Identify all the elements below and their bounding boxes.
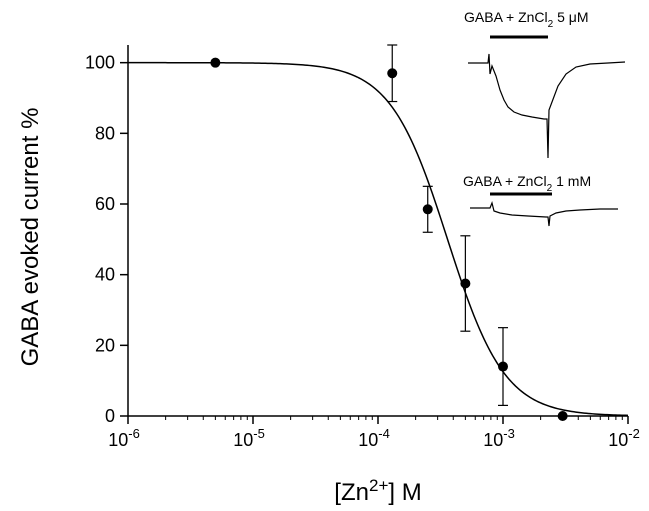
inset-trace-1mM: GABA + ZnCl2 1 mM (463, 173, 618, 227)
x-tick-label: 10-6 (108, 426, 140, 450)
y-tick-label: 100 (85, 53, 115, 73)
y-axis-title: GABA evoked current % (17, 108, 44, 367)
data-points (210, 57, 568, 421)
inset-label-1mM: GABA + ZnCl2 1 mM (463, 173, 591, 194)
inset-label-5uM: GABA + ZnCl2 5 μM (464, 9, 589, 30)
data-point (422, 204, 433, 215)
y-tick-label: 60 (95, 194, 115, 214)
current-trace-5uM (468, 53, 626, 159)
axes: 0 20 40 60 80 100 10-6 10-5 10-4 10-3 10-2 (85, 45, 640, 450)
fit-curve (128, 61, 629, 417)
fit-curve-group (128, 61, 629, 417)
x-tick-label: 10-2 (608, 426, 640, 450)
x-tick-label: 10-4 (358, 426, 390, 450)
y-tick-label: 0 (105, 406, 115, 426)
y-tick-label: 80 (95, 123, 115, 143)
data-point (387, 68, 398, 79)
current-trace-1mM (470, 201, 618, 227)
inset-trace-5uM: GABA + ZnCl2 5 μM (464, 9, 626, 159)
data-point (498, 361, 508, 372)
data-point (557, 411, 568, 421)
data-point (460, 278, 471, 289)
data-point (210, 57, 221, 68)
x-tick-label: 10-5 (233, 426, 265, 450)
y-tick-label: 20 (95, 335, 115, 355)
y-tick-label: 40 (95, 265, 115, 285)
x-tick-label: 10-3 (483, 426, 515, 450)
x-axis-title: [Zn2+] M (334, 476, 421, 506)
